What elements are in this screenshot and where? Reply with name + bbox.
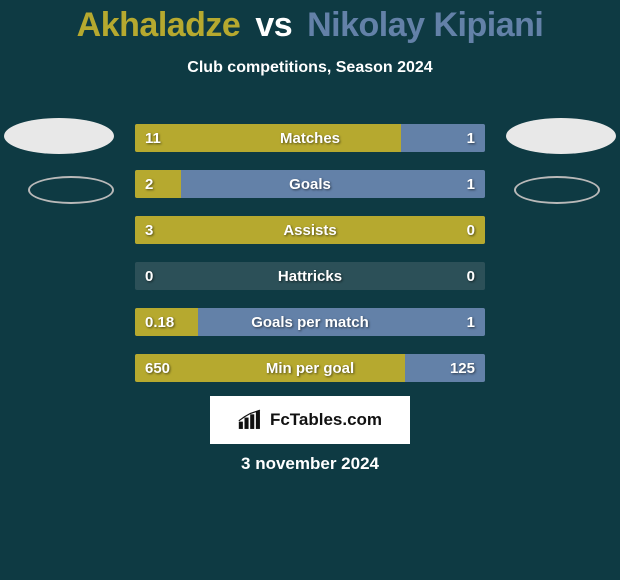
stat-value-player2: 0	[457, 262, 485, 290]
stat-bar-player1	[135, 216, 485, 244]
title-player2: Nikolay Kipiani	[307, 6, 543, 44]
brand-bars-icon	[238, 409, 264, 431]
stat-row: 30Assists	[135, 216, 485, 244]
stat-bar-player2	[198, 308, 485, 336]
comparison-bars: 111Matches21Goals30Assists00Hattricks0.1…	[135, 124, 485, 400]
stat-value-player2: 125	[440, 354, 485, 382]
player2-avatar	[506, 118, 616, 154]
player1-shirt	[28, 176, 114, 204]
stat-bar-player1	[135, 124, 401, 152]
stat-row: 21Goals	[135, 170, 485, 198]
brand-text: FcTables.com	[270, 410, 382, 430]
stat-row: 650125Min per goal	[135, 354, 485, 382]
stat-value-player2: 1	[457, 170, 485, 198]
title-vs: vs	[255, 6, 292, 44]
stat-row: 111Matches	[135, 124, 485, 152]
stat-value-player2: 1	[457, 124, 485, 152]
brand-badge[interactable]: FcTables.com	[210, 396, 410, 444]
stat-value-player1: 3	[135, 216, 163, 244]
stat-row: 0.181Goals per match	[135, 308, 485, 336]
stat-value-player1: 2	[135, 170, 163, 198]
player2-shirt	[514, 176, 600, 204]
title-player1: Akhaladze	[77, 6, 241, 44]
stat-label: Hattricks	[135, 262, 485, 290]
stat-value-player1: 0	[135, 262, 163, 290]
stat-bar-player2	[181, 170, 486, 198]
stat-value-player2: 1	[457, 308, 485, 336]
stat-value-player2: 0	[457, 216, 485, 244]
stat-value-player1: 11	[135, 124, 171, 152]
stat-row: 0 0Hattricks	[135, 262, 485, 290]
stat-value-player1: 0.18	[135, 308, 184, 336]
page-title: Akhaladze vs Nikolay Kipiani	[0, 0, 620, 45]
stat-value-player1: 650	[135, 354, 180, 382]
subtitle: Club competitions, Season 2024	[0, 59, 620, 77]
player1-avatar	[4, 118, 114, 154]
generated-date: 3 november 2024	[0, 454, 620, 474]
